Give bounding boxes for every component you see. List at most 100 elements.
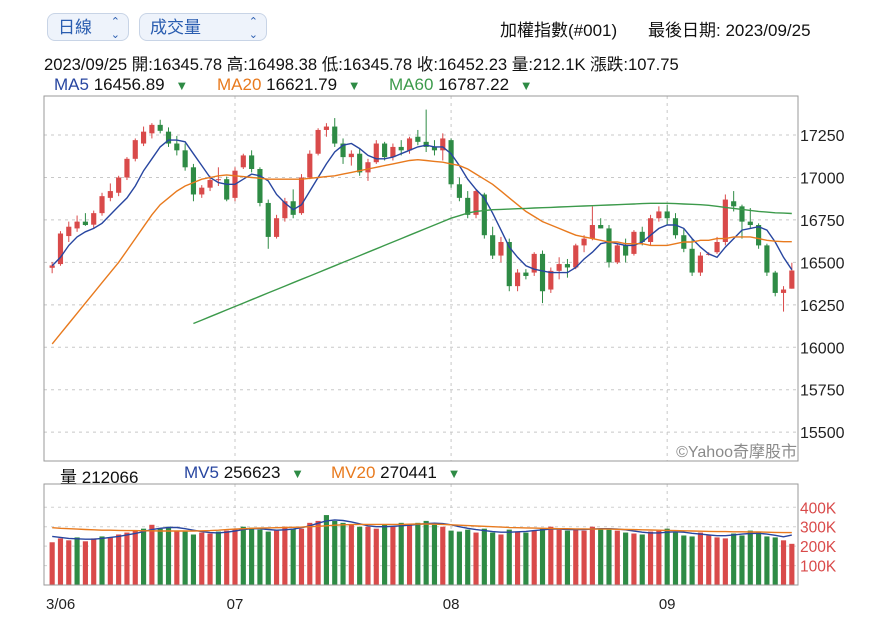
candle-body xyxy=(722,199,728,242)
index-title: 加權指數(#001) xyxy=(500,21,618,40)
candle-body xyxy=(91,213,97,225)
mv5-value: 256623 xyxy=(223,463,281,482)
volume-bar xyxy=(515,531,521,585)
volume-bar xyxy=(473,532,479,585)
volume-tick-label: 200K xyxy=(800,539,837,556)
volume-bar xyxy=(581,530,587,585)
volume-bar xyxy=(323,515,329,585)
candle-body xyxy=(631,231,637,254)
volume-bar xyxy=(249,527,255,585)
candle-body xyxy=(165,131,172,144)
price-tick-label: 16500 xyxy=(800,255,845,272)
volume-bar xyxy=(373,528,379,585)
candle-body xyxy=(573,245,579,268)
volume-bar xyxy=(780,540,787,585)
candle-body xyxy=(739,206,745,222)
candle-body xyxy=(656,211,662,219)
candle-body xyxy=(672,218,679,236)
candle-body xyxy=(531,253,537,273)
moving-average-lines xyxy=(51,139,793,345)
ma5-line xyxy=(51,139,793,274)
ma20-legend[interactable]: MA20 16621.79 ▼ xyxy=(217,75,361,95)
candle-body xyxy=(290,201,296,215)
dropdown-triangle-icon: ▼ xyxy=(519,78,533,93)
volume-bar xyxy=(132,530,138,585)
volume-bar xyxy=(365,526,371,585)
mv20-legend[interactable]: MV20 270441 ▼ xyxy=(331,463,461,483)
ma20-label: MA20 xyxy=(217,75,262,94)
volume-bar xyxy=(490,532,496,585)
candle-body xyxy=(448,140,454,185)
ma20-value: 16621.79 xyxy=(266,75,338,94)
volume-tick-label: 300K xyxy=(800,520,837,537)
volume-bar xyxy=(731,533,737,585)
candle-body xyxy=(249,155,255,169)
dropdown-triangle-icon: ▼ xyxy=(291,466,305,481)
candle-body xyxy=(581,238,587,246)
volume-bar xyxy=(215,531,221,585)
chevron-updown-icon: ⌃ ⌄ xyxy=(248,16,258,41)
candle-body xyxy=(639,231,645,242)
ma60-legend[interactable]: MA60 16787.22 ▼ xyxy=(389,75,533,95)
candle-body xyxy=(224,179,230,200)
mv5-line xyxy=(52,519,792,540)
candle-body xyxy=(465,197,471,215)
time-tick-label: 3/06 xyxy=(46,596,75,613)
volume-bar xyxy=(772,537,778,585)
volume-bar xyxy=(348,524,354,585)
price-tick-label: 17000 xyxy=(800,170,845,187)
volume-bar xyxy=(357,526,363,585)
candle-body xyxy=(265,202,271,237)
candle-body xyxy=(215,179,221,181)
volume-bar xyxy=(656,530,662,585)
ma5-label: MA5 xyxy=(54,75,89,94)
candle-body xyxy=(415,136,421,142)
chevron-updown-icon: ⌃ ⌄ xyxy=(110,16,120,41)
candle-body xyxy=(564,264,571,268)
period-select[interactable]: 日線 ⌃ ⌄ xyxy=(47,13,129,41)
volume-tick-label: 100K xyxy=(800,559,837,576)
volume-bar xyxy=(523,532,529,585)
volume-bar xyxy=(689,536,695,585)
volume-bar xyxy=(257,529,263,585)
volume-bar xyxy=(149,524,155,585)
candle-body xyxy=(340,143,346,158)
volume-bar xyxy=(756,532,762,585)
dropdown-triangle-icon: ▼ xyxy=(447,466,461,481)
volume-bar xyxy=(456,531,462,585)
candle-body xyxy=(756,225,762,246)
price-tick-label: 17250 xyxy=(800,128,845,145)
volume-bar xyxy=(722,538,728,585)
ma5-legend[interactable]: MA5 16456.89 ▼ xyxy=(54,75,188,95)
candle-body xyxy=(647,218,654,242)
candle-body xyxy=(731,201,737,207)
candle-body xyxy=(149,124,155,134)
candle-body xyxy=(548,270,554,290)
volume-bar xyxy=(506,529,512,585)
candle-body xyxy=(697,255,703,273)
candle-body xyxy=(357,153,363,173)
candle-body xyxy=(124,158,130,178)
volume-bar xyxy=(207,533,213,585)
price-tick-label: 16000 xyxy=(800,340,845,357)
volume-label: 量 xyxy=(60,468,77,487)
volume-grid xyxy=(44,484,798,585)
indicator-select[interactable]: 成交量 ⌃ ⌄ xyxy=(139,13,267,41)
volume-bar xyxy=(57,538,64,585)
candle-body xyxy=(598,225,604,229)
volume-bar xyxy=(764,536,770,585)
ma20-line xyxy=(51,158,792,345)
volume-bar xyxy=(141,528,147,585)
candle-body xyxy=(116,177,122,193)
mv5-legend[interactable]: MV5 256623 ▼ xyxy=(184,463,304,483)
volume-bar xyxy=(706,535,712,585)
volume-bar xyxy=(107,537,113,585)
price-grid xyxy=(44,96,798,461)
candle-body xyxy=(714,242,720,253)
candle-body xyxy=(273,218,280,237)
volume-bar xyxy=(647,531,654,585)
ma5-value: 16456.89 xyxy=(93,75,165,94)
volume-bar xyxy=(273,530,280,585)
volume-bar xyxy=(481,528,487,585)
